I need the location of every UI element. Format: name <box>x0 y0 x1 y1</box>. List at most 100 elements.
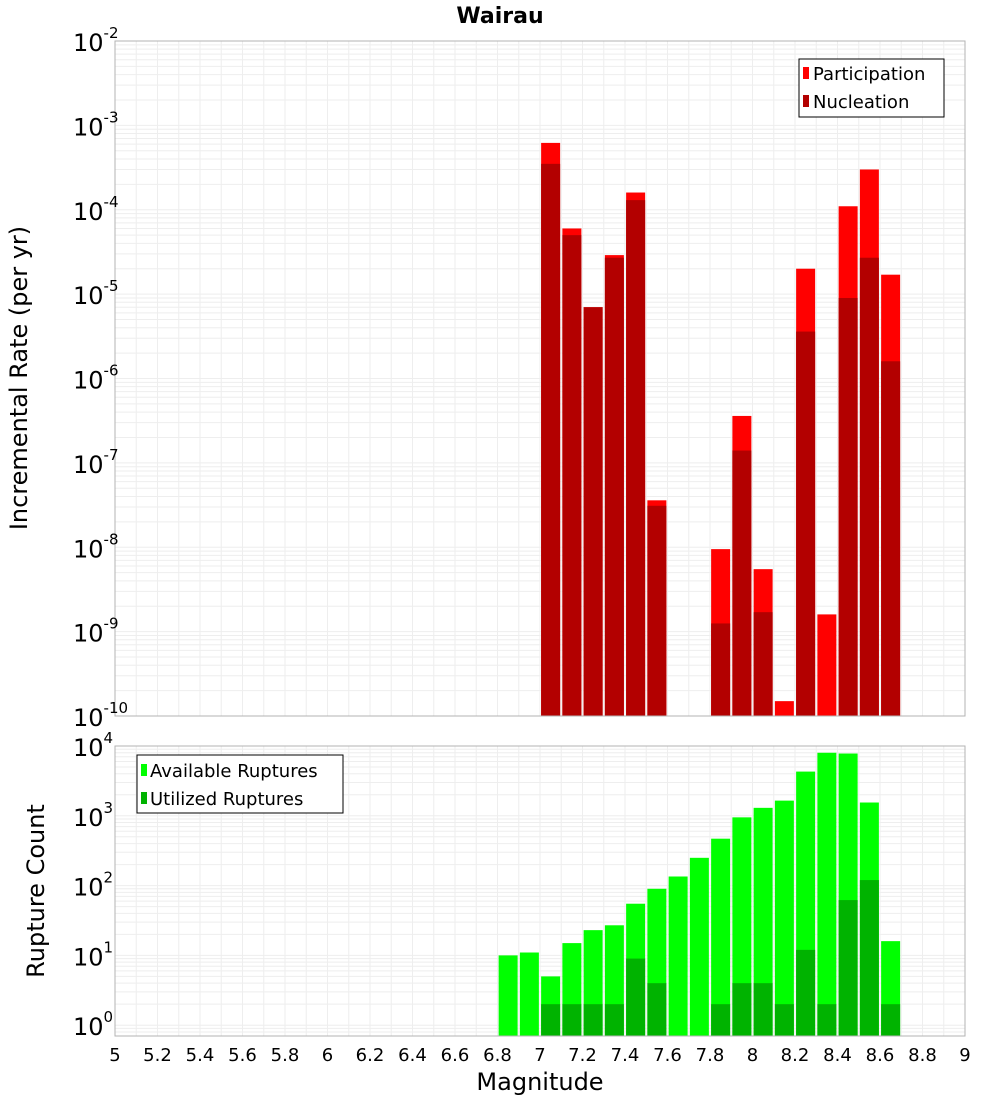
count-plot-frame <box>114 745 966 1037</box>
rate-y-tick-label: 10-7 <box>73 446 119 479</box>
count-bar-series-a <box>519 952 539 1036</box>
x-tick-label: 5.2 <box>143 1045 172 1066</box>
rate-bar-series-b <box>796 331 816 716</box>
rate-bar-series-b <box>753 612 773 716</box>
rate-bar-series-b <box>604 257 624 716</box>
count-bar-series-a <box>498 955 518 1036</box>
count-bar-series-b <box>541 1004 561 1036</box>
rate-y-tick-label: 10-10 <box>73 699 128 732</box>
rate-bar-series-a <box>817 614 837 716</box>
count-bar-series-b <box>647 983 667 1036</box>
count-bar-series-b <box>774 1004 794 1036</box>
count-y-tick-label: 101 <box>73 938 113 971</box>
count-legend-box <box>136 754 344 814</box>
x-tick-label: 5.4 <box>186 1045 215 1066</box>
rate-legend-box <box>798 58 945 118</box>
rate-bar-series-b <box>711 623 731 716</box>
rate-bar-series-a <box>774 701 794 716</box>
rate-y-tick-label: 10-4 <box>73 193 119 226</box>
x-tick-label: 7.2 <box>568 1045 597 1066</box>
x-tick-label: 6.6 <box>441 1045 470 1066</box>
available-legend-label: Available Ruptures <box>150 761 318 782</box>
count-bar-series-b <box>583 1004 603 1036</box>
rate-bar-series-b <box>881 361 901 716</box>
utilized-legend-swatch <box>141 792 147 804</box>
x-tick-label: 5.6 <box>228 1045 257 1066</box>
rate-bar-series-b <box>626 200 646 716</box>
x-tick-label: 5.8 <box>271 1045 300 1066</box>
rate-y-tick-labels: 10-10 10-9 10-8 10-7 10-6 10-5 10-4 10-3 10-2 <box>73 24 128 732</box>
count-bar-series-b <box>881 1004 901 1036</box>
rate-gridlines <box>114 41 966 717</box>
nucleation-legend-swatch <box>803 95 809 107</box>
rate-bars <box>541 142 901 717</box>
x-axis-label: Magnitude <box>476 1068 603 1096</box>
count-bar-series-b <box>838 900 858 1036</box>
count-bar-series-b <box>732 983 752 1036</box>
count-bar-series-b <box>796 949 816 1036</box>
rate-bar-series-b <box>732 450 752 716</box>
x-tick-label: 9 <box>959 1045 970 1066</box>
available-legend-swatch <box>141 764 147 776</box>
rate-panel: 10-10 10-9 10-8 10-7 10-6 10-5 10-4 10-3 10-2 In… <box>5 24 966 732</box>
x-tick-label: 6.8 <box>483 1045 512 1066</box>
rate-y-tick-label: 10-5 <box>73 277 119 310</box>
rate-bar-series-b <box>541 163 561 717</box>
x-tick-label: 6 <box>322 1045 333 1066</box>
x-tick-label: 8.8 <box>908 1045 937 1066</box>
rate-y-tick-label: 10-2 <box>73 24 119 57</box>
x-tick-label: 8.6 <box>866 1045 895 1066</box>
participation-legend-label: Participation <box>813 64 925 85</box>
count-bar-series-a <box>774 800 794 1036</box>
count-y-tick-label: 100 <box>73 1008 113 1041</box>
x-tick-labels: 5 5.2 5.4 5.6 5.8 6 6.2 6.4 6.6 6.8 7 7.2 7.4 7.6 7.8 8… <box>109 1045 970 1066</box>
chart-title: Wairau <box>456 4 543 29</box>
count-panel: 100 101 102 103 104 5 5.2 5.4 5.6 5.8 6 6.2 6.4 6.6 6… <box>22 729 971 1096</box>
count-bar-series-a <box>711 838 731 1036</box>
count-y-tick-label: 104 <box>73 729 113 762</box>
count-y-axis-label: Rupture Count <box>22 804 50 978</box>
x-tick-label: 7.4 <box>611 1045 640 1066</box>
rate-y-tick-label: 10-9 <box>73 615 119 648</box>
x-tick-label: 8.2 <box>781 1045 810 1066</box>
rate-bar-series-b <box>562 235 582 716</box>
count-bar-series-b <box>753 983 773 1036</box>
rate-bar-series-b <box>583 307 603 716</box>
count-legend: Available Ruptures Utilized Ruptures <box>136 754 344 814</box>
count-bar-series-a <box>732 817 752 1036</box>
rate-y-tick-label: 10-3 <box>73 108 119 141</box>
rate-y-tick-label: 10-6 <box>73 362 119 395</box>
rate-y-tick-label: 10-8 <box>73 530 119 563</box>
x-tick-label: 6.4 <box>398 1045 427 1066</box>
count-bars <box>498 752 901 1036</box>
count-bar-series-a <box>753 807 773 1036</box>
utilized-legend-label: Utilized Ruptures <box>150 789 303 810</box>
x-tick-label: 7.8 <box>696 1045 725 1066</box>
rate-bar-series-b <box>838 297 858 716</box>
count-bar-series-b <box>604 1004 624 1036</box>
count-bar-series-b <box>817 1004 837 1036</box>
count-bar-series-a <box>668 876 688 1036</box>
count-y-tick-labels: 100 101 102 103 104 <box>73 729 113 1041</box>
x-tick-label: 7 <box>534 1045 545 1066</box>
rate-bar-series-b <box>859 257 879 716</box>
count-y-tick-label: 103 <box>73 799 113 832</box>
x-tick-label: 5 <box>109 1045 120 1066</box>
count-bar-series-a <box>817 752 837 1036</box>
count-bar-series-b <box>711 1004 731 1036</box>
participation-legend-swatch <box>803 67 809 79</box>
count-bar-series-b <box>562 1004 582 1036</box>
nucleation-legend-label: Nucleation <box>813 92 909 113</box>
rate-legend: Participation Nucleation <box>798 58 945 118</box>
rate-bar-series-b <box>647 505 667 716</box>
count-bar-series-b <box>859 880 879 1036</box>
count-bar-series-b <box>626 958 646 1036</box>
x-tick-label: 6.2 <box>356 1045 385 1066</box>
count-y-tick-label: 102 <box>73 869 113 902</box>
rate-y-axis-label: Incremental Rate (per yr) <box>5 226 33 530</box>
x-tick-label: 8 <box>747 1045 758 1066</box>
x-tick-label: 7.6 <box>653 1045 682 1066</box>
count-bar-series-a <box>689 857 709 1036</box>
x-tick-label: 8.4 <box>823 1045 852 1066</box>
